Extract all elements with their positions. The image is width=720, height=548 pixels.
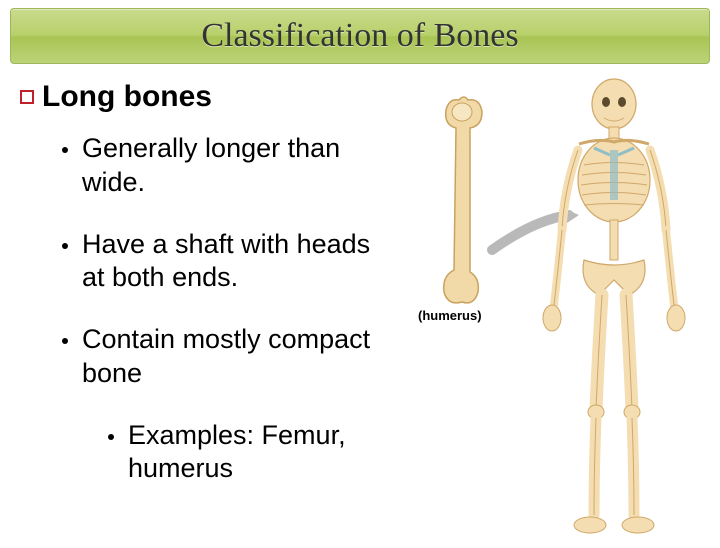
sub-bullet: Examples: Femur, humerus <box>108 419 400 487</box>
dot-bullet-icon <box>62 338 68 344</box>
dot-bullet-icon <box>108 434 114 440</box>
humerus-bone-icon <box>444 97 482 303</box>
square-bullet-icon <box>20 90 34 104</box>
bullet-3-text: Contain mostly compact bone <box>82 323 400 391</box>
bullet-2: Have a shaft with heads at both ends. <box>62 228 400 296</box>
bullet-1: Generally longer than wide. <box>62 132 400 200</box>
heading-text: Long bones <box>42 80 212 114</box>
skeleton-svg <box>404 70 714 540</box>
heading-row: Long bones <box>20 80 400 114</box>
dot-bullet-icon <box>62 243 68 249</box>
content-area: Long bones Generally longer than wide. H… <box>20 80 400 506</box>
bullet-2-text: Have a shaft with heads at both ends. <box>82 228 400 296</box>
figure-caption: (humerus) <box>418 308 482 323</box>
bullet-3: Contain mostly compact bone <box>62 323 400 391</box>
skeleton-body-icon <box>543 79 685 533</box>
slide-title: Classification of Bones <box>201 17 518 55</box>
sub-bullet-text: Examples: Femur, humerus <box>128 419 400 487</box>
bullet-1-text: Generally longer than wide. <box>82 132 400 200</box>
title-banner: Classification of Bones <box>10 8 710 64</box>
dot-bullet-icon <box>62 147 68 153</box>
anatomy-figure: (humerus) <box>404 70 714 540</box>
